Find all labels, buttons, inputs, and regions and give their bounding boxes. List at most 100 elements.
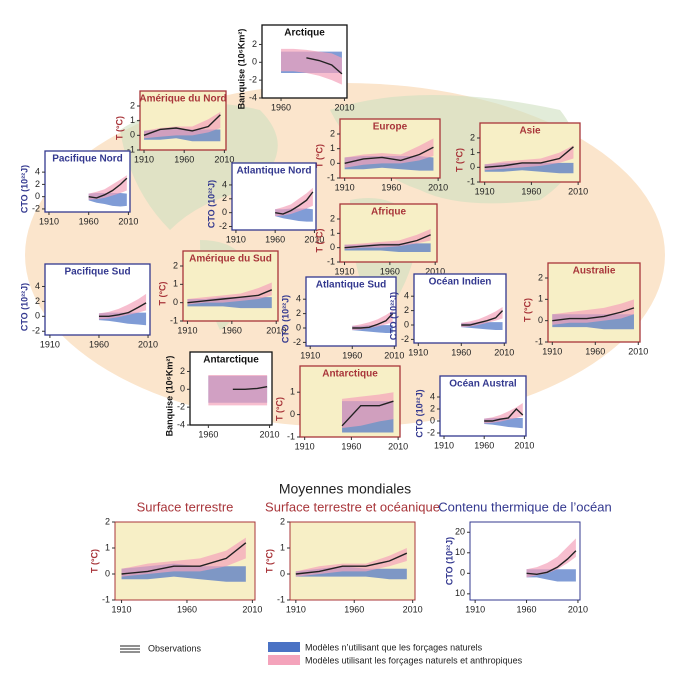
x-tick-label: 2010: [304, 234, 324, 244]
y-tick-label: -1: [170, 315, 178, 325]
y-axis-label: CTO (10²²J): [388, 292, 398, 340]
y-axis-label: T (°C): [157, 281, 167, 305]
y-axis-label: T (°C): [314, 228, 324, 252]
panel: Atlantique Nord 4 2 0 -2 1910 1960 2010 CTO (10²…: [206, 162, 324, 244]
x-tick-label: 2010: [388, 441, 408, 451]
y-tick-label: 0: [35, 311, 40, 321]
panel: Arctique 2 0 -2 -4 1960 2010 Banquise (10⁶Km²): [236, 24, 354, 112]
panel-title: Australie: [573, 266, 616, 277]
x-tick-label: 2010: [568, 186, 588, 196]
y-axis-label: T (°C): [89, 549, 99, 573]
y-tick-label: -1: [467, 176, 475, 186]
y-tick-label: -2: [249, 75, 257, 85]
x-tick-label: 1960: [521, 186, 541, 196]
x-tick-label: 2010: [403, 604, 423, 614]
y-tick-label: 2: [252, 39, 257, 49]
x-tick-label: 1960: [381, 182, 401, 192]
model-band: [295, 548, 407, 577]
model-band: [344, 229, 431, 250]
panel-title: Europe: [373, 122, 408, 133]
y-tick-label: 2: [330, 128, 335, 138]
x-tick-label: 1960: [271, 102, 291, 112]
panel-title: Atlantique Nord: [237, 166, 312, 177]
x-tick-label: 1910: [475, 186, 495, 196]
observation-line: [98, 302, 147, 318]
x-tick-label: 2010: [266, 325, 286, 335]
y-tick-label: 1: [330, 143, 335, 153]
x-tick-label: 1910: [295, 441, 315, 451]
panel-title: Amérique du Sud: [189, 254, 272, 265]
y-tick-label: 0: [538, 315, 543, 325]
x-tick-label: 1960: [585, 346, 605, 356]
x-tick-label: 1910: [408, 347, 428, 357]
legend-label: Observations: [148, 643, 202, 653]
x-tick-label: 1960: [79, 216, 99, 226]
y-axis-label: CTO (10²²J): [206, 180, 216, 228]
y-axis-label: T (°C): [264, 549, 274, 573]
observation-line: [484, 146, 574, 169]
x-tick-label: 1910: [39, 216, 59, 226]
y-tick-label: 0: [280, 568, 285, 578]
panel: Atlantique Sud 4 2 0 -2 1910 1960 2010 CTO (10²²…: [280, 276, 404, 360]
y-tick-label: 4: [222, 179, 227, 189]
x-tick-label: 2010: [260, 429, 280, 439]
observation-line: [526, 550, 577, 576]
model-band: [98, 293, 147, 320]
legend: Observations Modèles n’utilisant que les…: [120, 642, 523, 665]
model-band: [484, 403, 523, 424]
x-tick-label: 2010: [514, 440, 534, 450]
observation-line: [306, 57, 343, 75]
legend-label: Modèles n’utilisant que les forçages nat…: [305, 642, 483, 652]
x-tick-label: 1960: [265, 234, 285, 244]
y-tick-label: 2: [105, 516, 110, 526]
panel-title: Atlantique Sud: [316, 280, 387, 291]
y-axis-label: T (°C): [114, 116, 124, 140]
observation-line: [344, 146, 434, 165]
panel-title: Arctique: [284, 28, 325, 39]
y-tick-label: 2: [538, 272, 543, 282]
y-tick-label: 0: [404, 319, 409, 329]
x-tick-label: 2010: [494, 347, 514, 357]
y-tick-label: 1: [280, 542, 285, 552]
y-tick-label: 0: [330, 242, 335, 252]
y-tick-label: -1: [327, 172, 335, 182]
y-tick-label: 0: [296, 322, 301, 332]
legend-label: Modèles utilisant les forçages naturels …: [305, 655, 523, 665]
y-tick-label: 1: [105, 542, 110, 552]
y-tick-label: 10: [455, 588, 465, 598]
y-tick-label: 1: [290, 387, 295, 397]
panel-title: Pacifique Sud: [64, 267, 130, 278]
y-tick-label: -4: [177, 419, 185, 429]
panel-frame: [182, 250, 279, 322]
y-tick-label: 2: [35, 179, 40, 189]
x-tick-label: 2010: [428, 182, 448, 192]
y-tick-label: 0: [470, 162, 475, 172]
y-tick-label: -2: [427, 427, 435, 437]
y-tick-label: 2: [35, 296, 40, 306]
x-tick-label: 1960: [474, 440, 494, 450]
x-tick-label: 1960: [342, 350, 362, 360]
model-band: [88, 175, 127, 200]
y-tick-label: 10: [455, 547, 465, 557]
model-band: [144, 111, 221, 139]
x-tick-label: 1910: [335, 182, 355, 192]
y-axis-label: T (°C): [522, 298, 532, 322]
section-heading: Moyennes mondiales: [279, 481, 411, 497]
y-tick-label: 2: [404, 305, 409, 315]
y-tick-label: 2: [173, 260, 178, 270]
panel: Océan Austral 4 2 0 -2 1910 1960 2010 CTO (10²²J…: [414, 375, 534, 450]
y-tick-label: 4: [430, 391, 435, 401]
model-band: [352, 310, 393, 331]
y-tick-label: 2: [296, 308, 301, 318]
y-tick-label: 0: [222, 207, 227, 217]
y-tick-label: -2: [293, 337, 301, 347]
x-tick-label: 1910: [300, 350, 320, 360]
y-tick-label: 0: [180, 384, 185, 394]
panel-title: Antarctique: [322, 369, 378, 380]
model-band: [121, 537, 246, 577]
model-band: [526, 538, 576, 578]
x-tick-label: 2010: [138, 339, 158, 349]
